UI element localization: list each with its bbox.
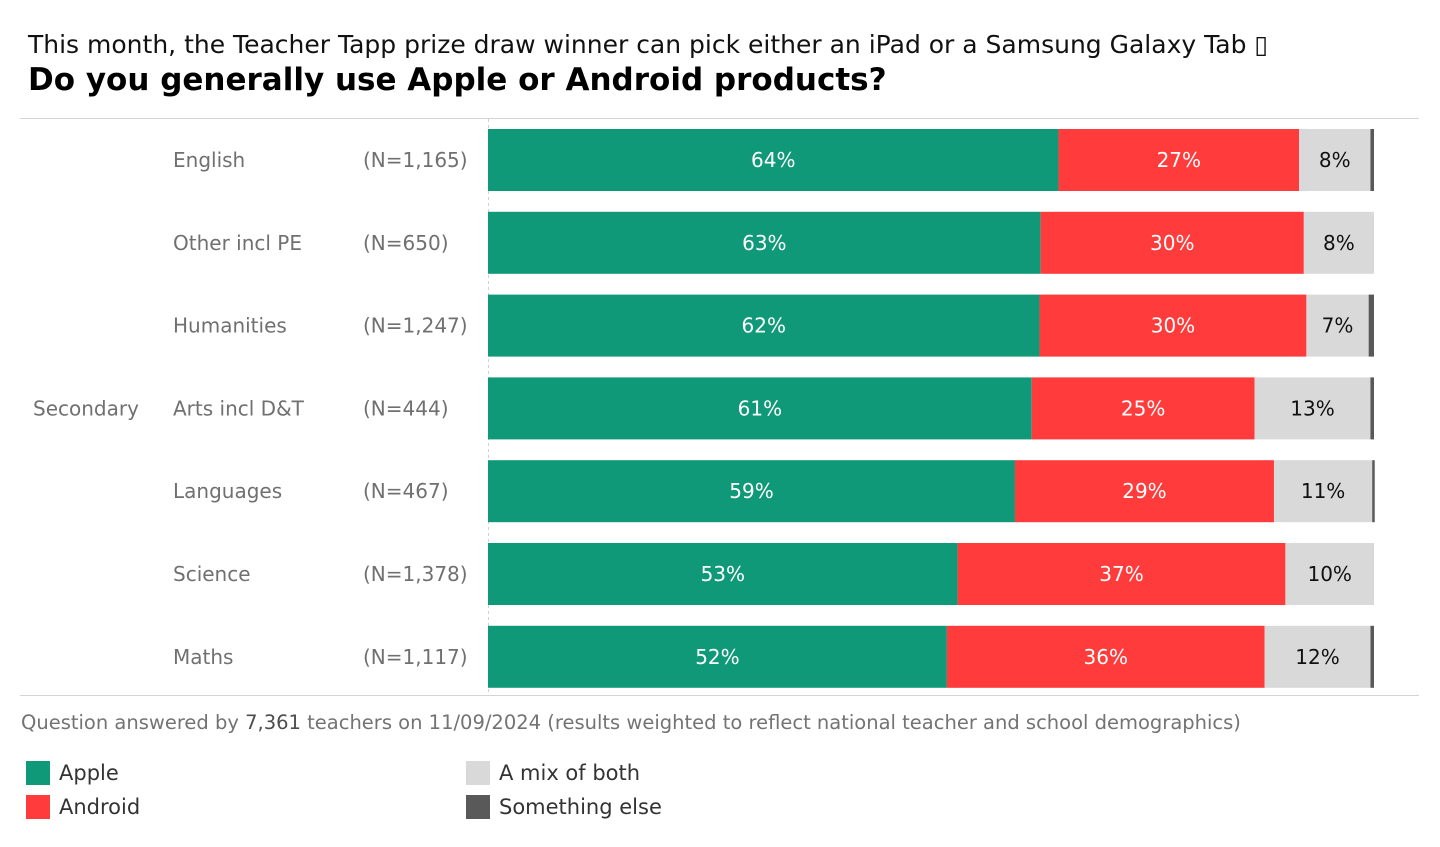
data-label-apple: 59% xyxy=(729,479,773,503)
sample-size-label: (N=1,378) xyxy=(363,562,468,586)
data-label-a-mix-of-both: 12% xyxy=(1295,645,1339,669)
bar-segment-a-mix-of-both xyxy=(1299,129,1371,191)
bottom-divider xyxy=(20,695,1419,696)
data-label-apple: 53% xyxy=(701,562,745,586)
data-label-android: 30% xyxy=(1151,314,1195,338)
bar-segment-android xyxy=(1014,460,1274,523)
data-label-apple: 64% xyxy=(751,148,795,172)
data-label-apple: 52% xyxy=(695,645,739,669)
sample-size-label: (N=650) xyxy=(363,231,449,255)
chart-subtitle: This month, the Teacher Tapp prize draw … xyxy=(28,30,1269,59)
bar-segment-something-else xyxy=(1370,625,1374,688)
bar-segment-apple xyxy=(488,294,1040,357)
bar-segment-a-mix-of-both xyxy=(1264,625,1371,688)
legend-item-something-else: Something else xyxy=(466,795,662,819)
data-label-apple: 63% xyxy=(742,231,786,255)
data-label-android: 25% xyxy=(1121,396,1165,420)
bar-segment-apple xyxy=(488,460,1015,523)
category-label: English xyxy=(173,148,245,172)
group-label: Secondary xyxy=(33,396,139,420)
category-label: Humanities xyxy=(173,314,287,338)
legend-item-mix: A mix of both xyxy=(466,761,640,785)
data-label-apple: 61% xyxy=(738,396,782,420)
footer-suffix: teachers on 11/09/2024 (results weighted… xyxy=(300,711,1241,734)
bar-segment-android xyxy=(1040,211,1304,274)
bar-segment-android xyxy=(1058,129,1300,191)
legend-label-mix: A mix of both xyxy=(499,761,641,785)
data-label-a-mix-of-both: 13% xyxy=(1290,396,1334,420)
footer-note: Question answered by 7,361 teachers on 1… xyxy=(21,711,1241,734)
legend-label-something-else: Something else xyxy=(499,795,662,819)
bar-segment-something-else xyxy=(1372,460,1375,523)
data-label-android: 36% xyxy=(1084,645,1128,669)
legend-swatch-mix xyxy=(466,761,490,785)
sample-size-label: (N=1,165) xyxy=(363,148,468,172)
bar-segment-something-else xyxy=(1370,129,1374,191)
legend-swatch-android xyxy=(26,795,50,819)
bar-segment-apple xyxy=(488,211,1041,274)
data-label-android: 37% xyxy=(1099,562,1143,586)
sample-size-label: (N=1,247) xyxy=(363,314,468,338)
data-label-a-mix-of-both: 11% xyxy=(1301,479,1345,503)
data-label-a-mix-of-both: 7% xyxy=(1322,314,1354,338)
chart-title: Do you generally use Apple or Android pr… xyxy=(28,62,887,98)
legend-swatch-apple xyxy=(26,761,50,785)
bar-segment-android xyxy=(957,543,1286,605)
bar-segment-something-else xyxy=(1368,294,1374,357)
data-label-android: 29% xyxy=(1122,479,1166,503)
data-label-android: 30% xyxy=(1150,231,1194,255)
bar-segment-a-mix-of-both xyxy=(1254,377,1371,440)
data-label-a-mix-of-both: 8% xyxy=(1323,231,1355,255)
data-label-a-mix-of-both: 10% xyxy=(1307,562,1351,586)
legend-label-android: Android xyxy=(59,795,141,819)
category-label: Languages xyxy=(173,479,282,503)
bar-segment-android xyxy=(1039,294,1307,357)
legend-label-apple: Apple xyxy=(59,761,119,785)
bar-segment-apple xyxy=(488,129,1059,191)
bar-segment-a-mix-of-both xyxy=(1306,294,1369,357)
bar-segment-apple xyxy=(488,625,947,688)
sample-size-label: (N=444) xyxy=(363,396,449,420)
data-label-a-mix-of-both: 8% xyxy=(1319,148,1351,172)
top-divider xyxy=(20,118,1419,119)
data-label-apple: 62% xyxy=(742,314,786,338)
category-label: Arts incl D&T xyxy=(173,396,305,420)
bar-segment-a-mix-of-both xyxy=(1303,211,1374,274)
sample-size-label: (N=1,117) xyxy=(363,645,468,669)
sample-size-label: (N=467) xyxy=(363,479,449,503)
bar-segment-android xyxy=(946,625,1265,688)
bar-segment-android xyxy=(1031,377,1255,440)
category-label: Science xyxy=(173,562,251,586)
legend-item-android: Android xyxy=(26,795,140,819)
data-label-android: 27% xyxy=(1157,148,1201,172)
category-label: Other incl PE xyxy=(173,231,302,255)
bar-segment-a-mix-of-both xyxy=(1273,460,1373,523)
bar-segment-apple xyxy=(488,543,958,605)
bar-segment-something-else xyxy=(1370,377,1374,440)
bar-segment-apple xyxy=(488,377,1032,440)
footer-prefix: Question answered by xyxy=(21,711,246,734)
legend-item-apple: Apple xyxy=(26,761,119,785)
legend-swatch-something-else xyxy=(466,795,490,819)
footer-respondents: 7,361 xyxy=(245,711,301,734)
category-label: Maths xyxy=(173,645,233,669)
bar-segment-a-mix-of-both xyxy=(1285,543,1374,605)
